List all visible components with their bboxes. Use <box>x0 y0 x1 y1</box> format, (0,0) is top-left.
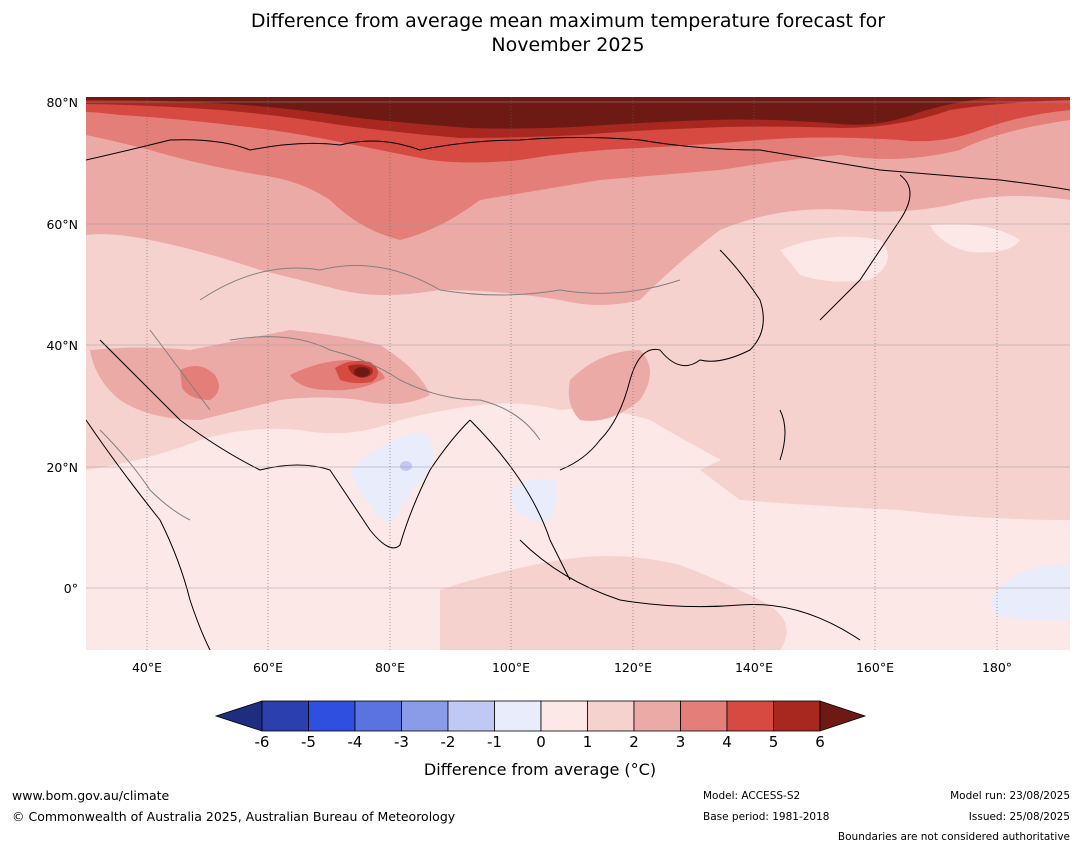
colorbar-swatch <box>540 700 588 732</box>
meridians <box>146 97 998 650</box>
colorbar-extend-low <box>214 700 263 732</box>
colorbar-swatch <box>354 700 402 732</box>
colorbar-swatch <box>494 700 542 732</box>
anomaly-fill-minus-1-0-india <box>350 432 434 521</box>
map-title-line-2: November 2025 <box>491 34 645 56</box>
anomaly-fill-0-1-northeast <box>780 236 888 282</box>
colorbar-swatch <box>308 700 356 732</box>
graticule <box>86 101 1070 589</box>
anomaly-fill-minus-1-0-indochina <box>510 478 557 522</box>
colorbar-tick-label: 5 <box>768 733 779 751</box>
colorbar-tick-label: -6 <box>254 733 270 751</box>
map-title-line-1: Difference from average mean maximum tem… <box>250 10 886 32</box>
colorbar-swatch <box>633 700 681 732</box>
colorbar-tick-label: 0 <box>536 733 546 751</box>
anomaly-fill-1-2-east <box>700 416 1070 520</box>
country-borders <box>99 265 681 521</box>
colorbar-swatch <box>447 700 495 732</box>
anomaly-fill-3-4-iran <box>180 366 219 400</box>
colorbar-swatch <box>401 700 449 732</box>
colorbar-swatch <box>261 700 309 732</box>
anomaly-fill-0-1-pacific <box>930 224 1020 253</box>
lon-label-40e: 40°E <box>131 660 163 675</box>
lat-label-40n: 40°N <box>46 338 78 353</box>
anomaly-fill-minus-2-1-india <box>400 461 412 471</box>
colorbar-tick-label: -2 <box>440 733 456 751</box>
colorbar-swatch <box>680 700 728 732</box>
colorbar-swatch <box>726 700 774 732</box>
lat-label-20n: 20°N <box>46 460 78 475</box>
colorbar-tick-label: -5 <box>301 733 316 751</box>
boundaries-disclaimer: Boundaries are not considered authoritat… <box>837 831 1070 843</box>
colorbar-extend-high <box>819 700 867 732</box>
anomaly-fill-2-3-china <box>568 350 650 421</box>
colorbar-tick-label: -3 <box>394 733 409 751</box>
lon-label-80e: 80°E <box>374 660 406 675</box>
colorbar-tick-label: -4 <box>347 733 363 751</box>
colorbar-tick-label: 6 <box>815 733 825 751</box>
website-url: www.bom.gov.au/climate <box>12 788 170 803</box>
lat-label-60n: 60°N <box>46 217 78 232</box>
model-name: Model: ACCESS-S2 <box>703 790 801 802</box>
colorbar-title: Difference from average (°C) <box>423 760 657 779</box>
anomaly-fill-above-6 <box>86 97 1000 129</box>
colorbar-tick-label: -1 <box>487 733 502 751</box>
lon-label-160e: 160°E <box>855 660 894 675</box>
anomaly-fill-2-3-east-siberia <box>600 181 708 217</box>
colorbar-swatch <box>773 700 821 732</box>
anomaly-fill-above-6-kashmir <box>354 367 370 377</box>
lat-label-equator: 0° <box>63 581 78 596</box>
lon-label-140e: 140°E <box>734 660 773 675</box>
colorbar-tick-label: 3 <box>675 733 686 751</box>
anomaly-fill-1-2-south <box>440 556 787 650</box>
lon-label-60e: 60°E <box>252 660 284 675</box>
coastlines <box>86 137 1070 650</box>
colorbar-tick-label: 4 <box>722 733 732 751</box>
lon-label-180: 180° <box>981 660 1013 675</box>
lon-label-100e: 100°E <box>491 660 530 675</box>
model-run-date: Model run: 23/08/2025 <box>950 790 1070 802</box>
map-canvas <box>86 97 1070 650</box>
colorbar <box>214 700 867 732</box>
base-period: Base period: 1981-2018 <box>703 811 830 823</box>
lon-label-120e: 120°E <box>613 660 652 675</box>
colorbar-swatch <box>587 700 635 732</box>
colorbar-tick-label: 2 <box>629 733 639 751</box>
colorbar-tick-label: 1 <box>582 733 593 751</box>
copyright-notice: © Commonwealth of Australia 2025, Austra… <box>12 809 456 824</box>
issued-date: Issued: 25/08/2025 <box>968 811 1070 823</box>
anomaly-fill-minus-1-0-pacific <box>990 565 1070 621</box>
anomaly-fill-2-3-central-asia <box>90 330 430 420</box>
lat-label-80n: 80°N <box>46 95 78 110</box>
